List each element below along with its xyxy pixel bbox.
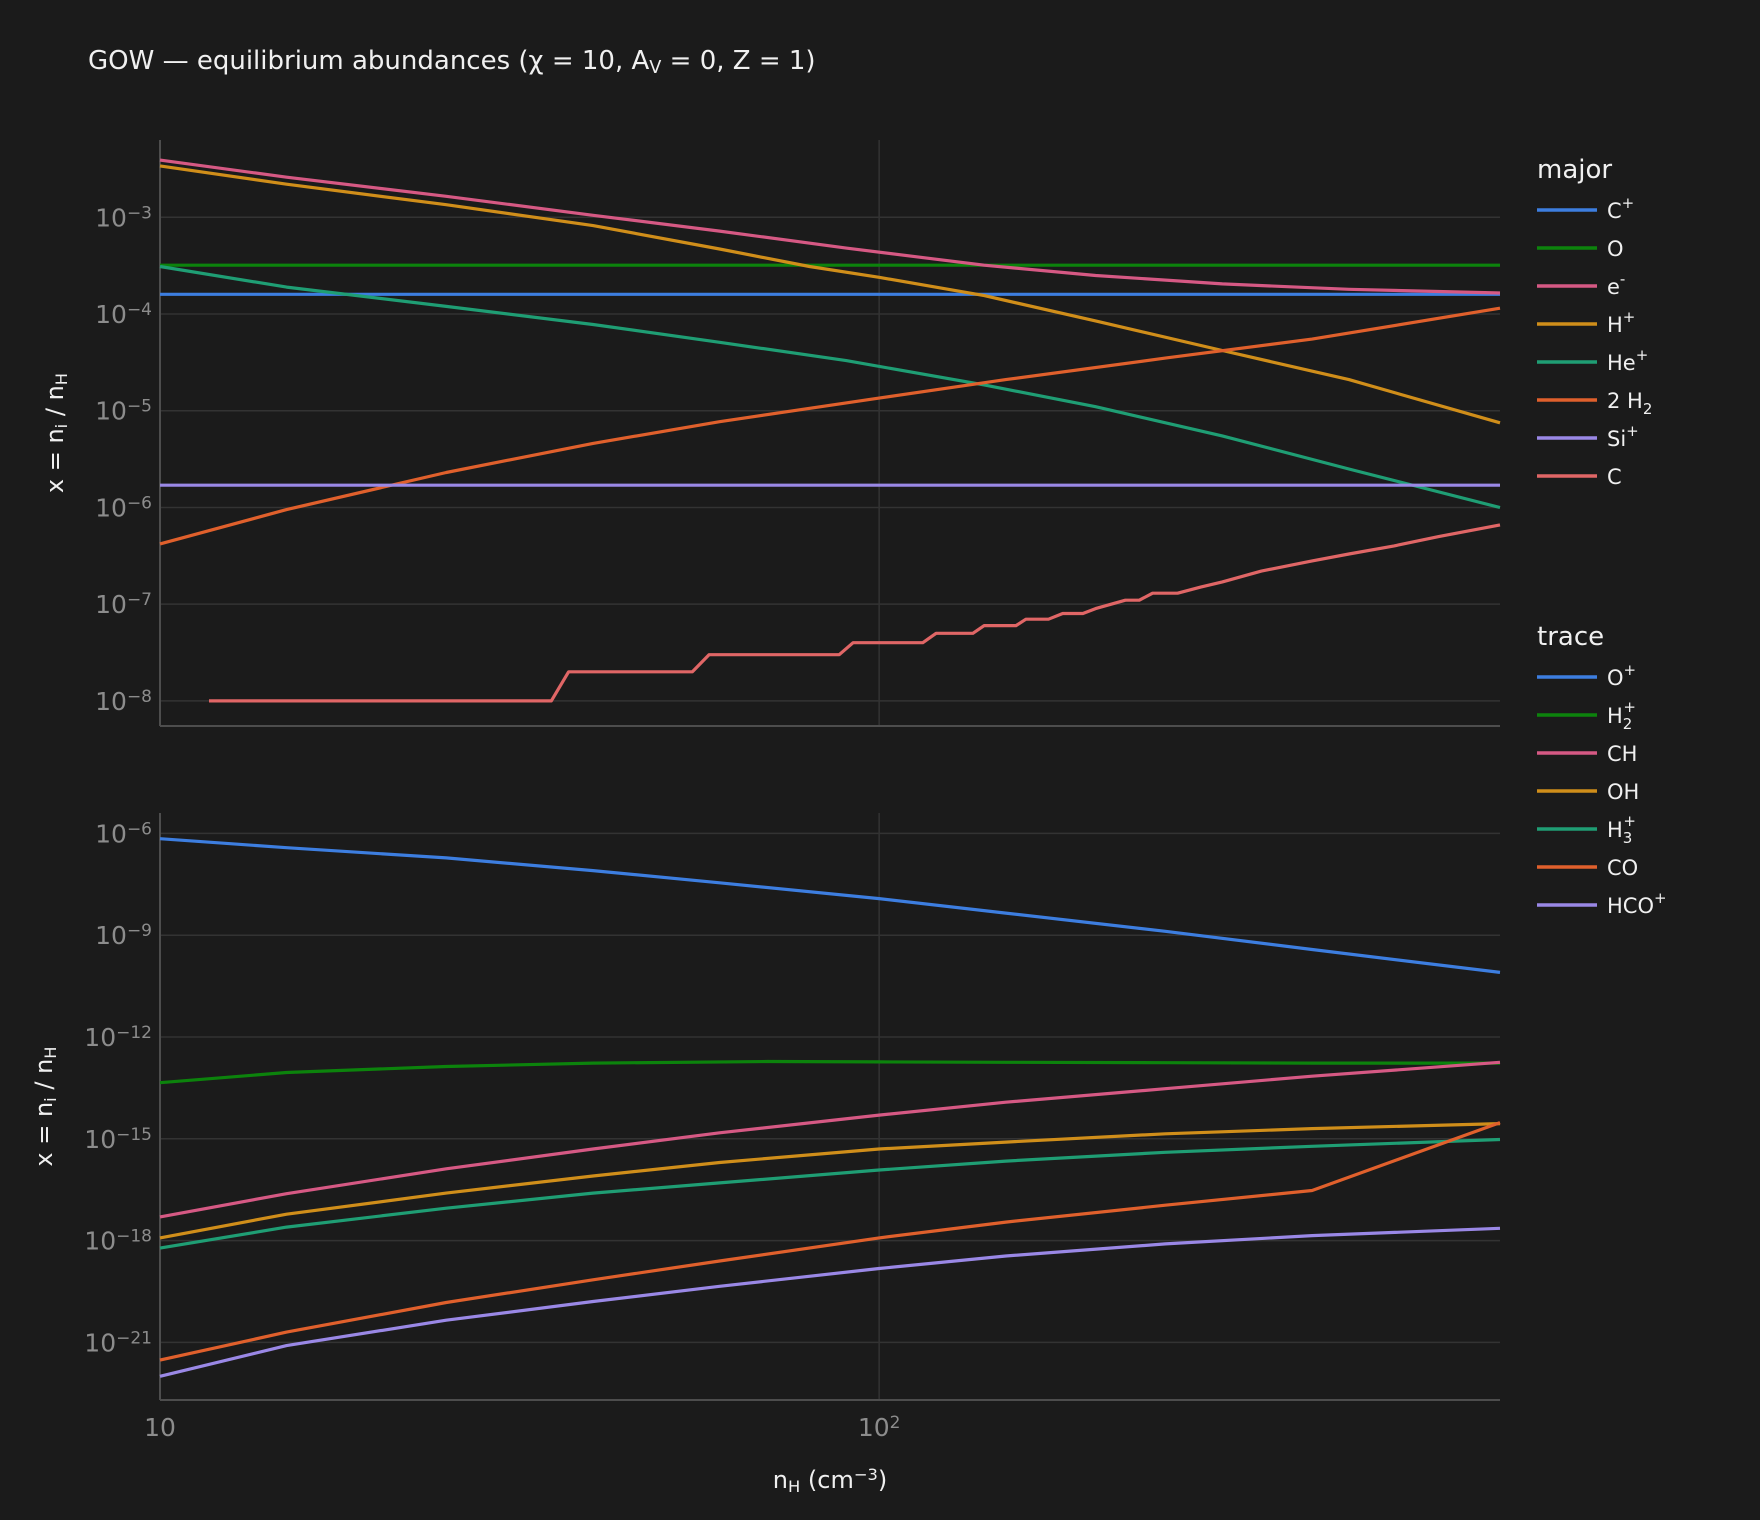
bottom-y-tick-labels: 10−21 10−18 10−15 10−12 10−9 10−6	[84, 819, 152, 1357]
series-line-o	[159, 837, 1501, 974]
legend-label: CO	[1607, 856, 1638, 880]
legend-title: trace	[1537, 622, 1604, 652]
y-axis-label: x = ni / nH	[41, 373, 71, 493]
legend-item[interactable]: C+	[1537, 194, 1634, 223]
top-y-tick-labels: 10−8 10−7 10−6 10−5 10−4 10−3	[95, 203, 152, 716]
legend-label: O	[1607, 237, 1624, 261]
bottom-panel: 10−21 10−18 10−15 10−12 10−9 10−6 10 102 x = n…	[30, 813, 1501, 1496]
legend-item[interactable]: Si+	[1537, 422, 1639, 451]
y-tick-label: 10−6	[95, 493, 152, 522]
legend-title: major	[1537, 155, 1612, 185]
legend-label: HCO+	[1607, 889, 1667, 918]
top-axes	[159, 140, 1500, 727]
y-tick-label: 10−15	[84, 1125, 152, 1154]
y-tick-label: 10−3	[95, 203, 152, 232]
legend-item[interactable]: CH	[1537, 742, 1637, 766]
x-axis-label-text: nH (cm−3)	[773, 1465, 888, 1495]
series-line-h3	[159, 1137, 1501, 1250]
top-panel: 10−8 10−7 10−6 10−5 10−4 10−3 x = ni / nH	[41, 140, 1501, 727]
legend-label: C	[1607, 465, 1622, 489]
y-axis-label: x = ni / nH	[30, 1046, 60, 1166]
legend-label: He+	[1607, 346, 1648, 375]
y-tick-label: 10−5	[95, 397, 152, 426]
series-line-c	[209, 523, 1501, 703]
series-line-he	[159, 264, 1501, 510]
legend-label: O+	[1607, 661, 1636, 690]
bottom-series	[159, 837, 1501, 1378]
legend-label: C+	[1607, 194, 1634, 223]
y-tick-label: 10−7	[95, 590, 152, 619]
legend-item[interactable]: HCO+	[1537, 889, 1667, 918]
series-line-2-h2	[159, 306, 1501, 546]
series-line-oh	[159, 1122, 1501, 1240]
legend-label: H3+	[1607, 812, 1636, 847]
legend-item[interactable]: O	[1537, 237, 1624, 261]
y-tick-label: 10−18	[84, 1226, 152, 1255]
x-tick-labels: 10 102	[144, 1413, 900, 1442]
legend-label: H+	[1607, 308, 1635, 337]
legend-item[interactable]: O+	[1537, 661, 1636, 690]
series-line-hco	[159, 1226, 1501, 1378]
legend-item[interactable]: H2+	[1537, 698, 1636, 733]
y-tick-label: 10−9	[95, 921, 152, 950]
legend-label: OH	[1607, 780, 1639, 804]
series-line-co	[159, 1121, 1501, 1362]
legend-label: H2+	[1607, 698, 1636, 733]
top-y-axis-label: x = ni / nH	[41, 373, 71, 493]
y-tick-label: 10−21	[84, 1328, 152, 1357]
legend-label: Si+	[1607, 422, 1639, 451]
legend-item[interactable]: H3+	[1537, 812, 1636, 847]
series-line-ch	[159, 1060, 1501, 1219]
x-tick-label: 10	[144, 1413, 176, 1442]
legend-item[interactable]: OH	[1537, 780, 1639, 804]
legend-item[interactable]: C	[1537, 465, 1622, 489]
series-line-h2	[159, 1059, 1500, 1085]
top-gridlines	[160, 140, 1500, 726]
series-line-e	[159, 158, 1501, 295]
bottom-gridlines	[160, 813, 1500, 1400]
legend-label: e-	[1607, 270, 1625, 299]
y-tick-label: 10−4	[95, 300, 152, 329]
x-tick-label: 102	[858, 1413, 901, 1442]
y-tick-label: 10−12	[84, 1023, 152, 1052]
series-line-h	[159, 164, 1501, 425]
legend-item[interactable]: 2 H2	[1537, 389, 1652, 418]
bottom-y-axis-label: x = ni / nH	[30, 1046, 60, 1166]
legend-label: CH	[1607, 742, 1637, 766]
top-series	[159, 158, 1501, 703]
y-tick-label: 10−8	[95, 687, 152, 716]
legend-item[interactable]: e-	[1537, 270, 1625, 299]
legend-item[interactable]: CO	[1537, 856, 1638, 880]
bottom-axes	[159, 813, 1500, 1401]
x-axis-label: nH (cm−3)	[773, 1465, 888, 1495]
legend-item[interactable]: He+	[1537, 346, 1648, 375]
legend-label: 2 H2	[1607, 389, 1652, 418]
chart-title: GOW — equilibrium abundances (χ = 10, AV…	[88, 46, 816, 78]
y-tick-label: 10−6	[95, 819, 152, 848]
legend-major[interactable]: major C+ Oe- H+ He+ 2 H2 Si+ C	[1537, 155, 1652, 489]
legend-item[interactable]: H+	[1537, 308, 1635, 337]
